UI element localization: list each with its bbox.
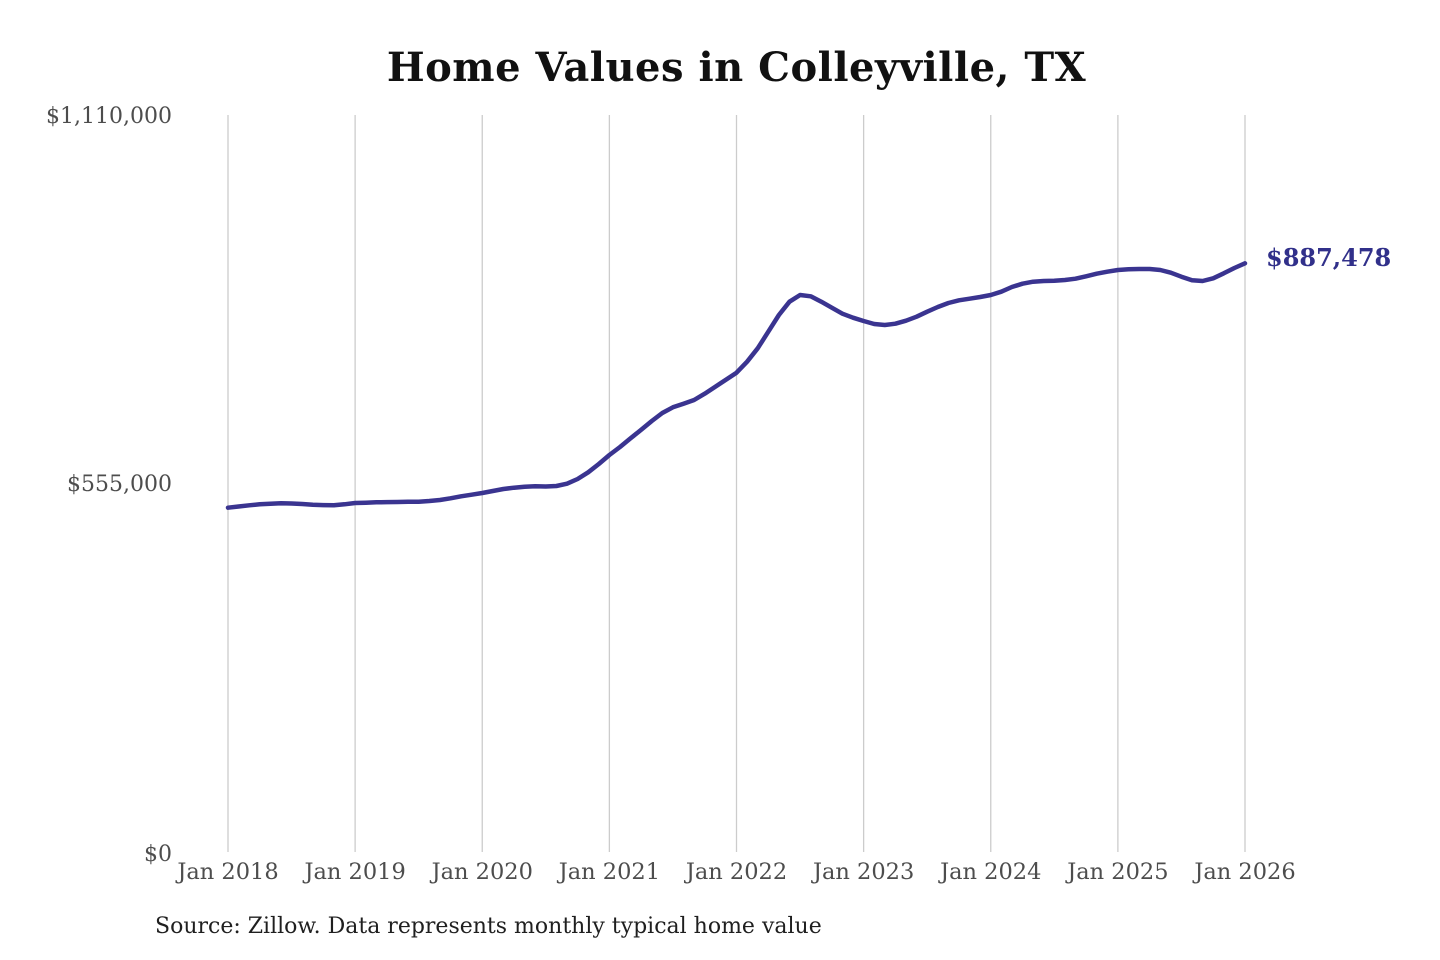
source-note: Source: Zillow. Data represents monthly … [155,914,822,939]
y-axis-label-max: $1,110,000 [46,104,172,129]
latest-value-annotation: $887,478 [1266,243,1392,272]
chart-title: Home Values in Colleyville, TX [386,44,1087,91]
y-axis-label-mid: $555,000 [67,472,172,497]
y-axis-label-zero: $0 [144,842,172,867]
home-value-line [225,261,1248,510]
